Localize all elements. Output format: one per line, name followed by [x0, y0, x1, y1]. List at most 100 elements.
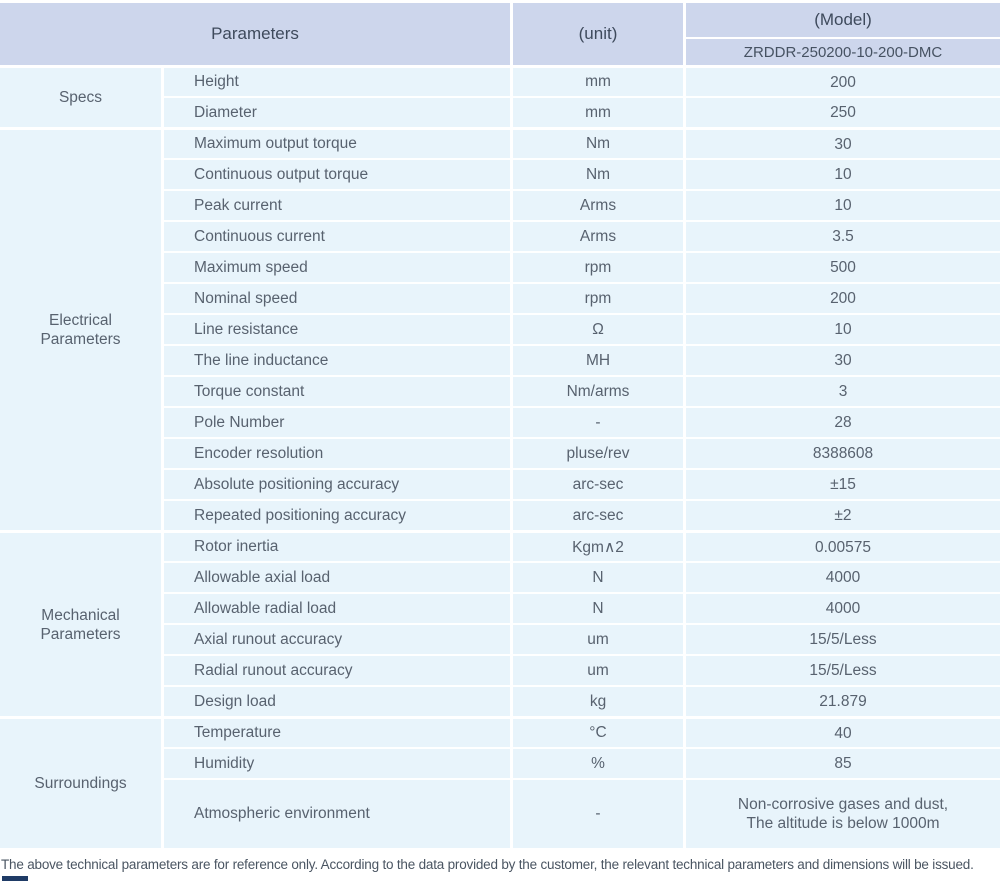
table-row: Design load kg 21.879	[0, 685, 1000, 716]
table-row: Pole Number -28	[0, 406, 1000, 437]
param-value: 30	[686, 127, 1000, 158]
table-row: Specs Height mm 200	[0, 65, 1000, 127]
section-label-mechanical-parameters: Mechanical Parameters	[0, 530, 164, 716]
param-unit: Nm	[513, 158, 686, 189]
table-row: Absolute positioning accuracy arc-sec ±15	[0, 468, 1000, 499]
table-row: Allowable axial load N 4000	[0, 561, 1000, 592]
table-row: Axial runout accuracy um 15/5/Less	[0, 623, 1000, 654]
param-value: 500	[686, 251, 1000, 282]
param-value: 0.00575	[686, 530, 1000, 561]
section-label-surroundings: Surroundings	[0, 716, 164, 848]
param-name: Absolute positioning accuracy	[164, 468, 513, 499]
param-name: Allowable radial load	[164, 592, 513, 623]
table-row: Maximum speed rpm 500	[0, 251, 1000, 282]
param-unit: N	[513, 592, 686, 623]
table-row: Repeated positioning accuracy arc-sec ±2	[0, 499, 1000, 530]
param-value: 15/5/Less	[686, 623, 1000, 654]
table-row: Encoder resolution pluse/rev 8388608	[0, 437, 1000, 468]
param-name: Line resistance	[164, 313, 513, 344]
param-name: Repeated positioning accuracy	[164, 499, 513, 530]
param-unit: rpm	[513, 251, 686, 282]
param-name: The line inductance	[164, 344, 513, 375]
param-name: Peak current	[164, 189, 513, 220]
table-row: Continuous current Arms 3.5	[0, 220, 1000, 251]
table-row: Humidity% 85	[0, 747, 1000, 778]
table-row: Atmospheric environment - Non-corrosive ga…	[0, 778, 1000, 848]
param-name: Rotor inertia	[164, 530, 513, 561]
param-value: 15/5/Less	[686, 654, 1000, 685]
param-unit: arc-sec	[513, 499, 686, 530]
param-value: 200	[686, 65, 1000, 96]
param-value: 10	[686, 158, 1000, 189]
param-name: Temperature	[164, 716, 513, 747]
table-row: Radial runout accuracy um 15/5/Less	[0, 654, 1000, 685]
param-value: 3	[686, 375, 1000, 406]
spec-table: Parameters (unit) (Model) ZRDDR-250200-1…	[0, 3, 1000, 848]
table-row: Surroundings Temperature °C 40	[0, 716, 1000, 848]
param-unit: -	[513, 406, 686, 437]
param-value: 21.879	[686, 685, 1000, 716]
param-name: Diameter	[164, 96, 513, 127]
param-value: 10	[686, 313, 1000, 344]
param-unit: um	[513, 623, 686, 654]
corner-mark	[2, 876, 28, 881]
spec-table-body: Specs Height mm 200 Diameter mm 250 Electrical …	[0, 65, 1000, 848]
param-unit: arc-sec	[513, 468, 686, 499]
param-unit: kg	[513, 685, 686, 716]
table-row: Peak current Arms 10	[0, 189, 1000, 220]
table-row: Line resistance Ω 10	[0, 313, 1000, 344]
spec-table-header: Parameters (unit) (Model) ZRDDR-250200-1…	[0, 3, 1000, 65]
param-name: Torque constant	[164, 375, 513, 406]
param-name: Height	[164, 65, 513, 96]
param-name: Continuous output torque	[164, 158, 513, 189]
param-name: Radial runout accuracy	[164, 654, 513, 685]
param-value: 200	[686, 282, 1000, 313]
param-unit: Nm/arms	[513, 375, 686, 406]
param-name: Axial runout accuracy	[164, 623, 513, 654]
param-value: ±2	[686, 499, 1000, 530]
header-model: (Model)	[686, 3, 1000, 37]
param-unit: pluse/rev	[513, 437, 686, 468]
param-value: 4000	[686, 592, 1000, 623]
param-name: Atmospheric environment	[164, 778, 513, 848]
section-label-electrical-parameters: Electrical Parameters	[0, 127, 164, 530]
param-unit: mm	[513, 96, 686, 127]
section-label-specs: Specs	[0, 65, 164, 127]
param-value: ±15	[686, 468, 1000, 499]
param-unit: Ω	[513, 313, 686, 344]
table-row: Diameter mm 250	[0, 96, 1000, 127]
param-name: Nominal speed	[164, 282, 513, 313]
param-unit: N	[513, 561, 686, 592]
param-value: 4000	[686, 561, 1000, 592]
param-value: 3.5	[686, 220, 1000, 251]
param-name: Encoder resolution	[164, 437, 513, 468]
param-name: Pole Number	[164, 406, 513, 437]
param-unit: mm	[513, 65, 686, 96]
header-parameters: Parameters	[0, 3, 513, 65]
param-name: Maximum speed	[164, 251, 513, 282]
header-model-value: ZRDDR-250200-10-200-DMC	[686, 37, 1000, 65]
param-unit: Kgm∧2	[513, 530, 686, 561]
table-row: Electrical Parameters Maximum output torq…	[0, 127, 1000, 530]
param-value: 8388608	[686, 437, 1000, 468]
param-name: Continuous current	[164, 220, 513, 251]
table-row: Mechanical Parameters Rotor inertia Kgm∧2 0…	[0, 530, 1000, 716]
table-row: Nominal speed rpm 200	[0, 282, 1000, 313]
param-name: Allowable axial load	[164, 561, 513, 592]
param-unit: MH	[513, 344, 686, 375]
param-unit: Arms	[513, 189, 686, 220]
param-value: 10	[686, 189, 1000, 220]
param-value: Non-corrosive gases and dust, The altitu…	[686, 778, 1000, 848]
param-unit: °C	[513, 716, 686, 747]
param-name: Humidity	[164, 747, 513, 778]
param-name: Design load	[164, 685, 513, 716]
param-value: 250	[686, 96, 1000, 127]
param-unit: um	[513, 654, 686, 685]
param-unit: -	[513, 778, 686, 848]
param-unit: rpm	[513, 282, 686, 313]
param-unit: %	[513, 747, 686, 778]
param-value: 28	[686, 406, 1000, 437]
param-value: 85	[686, 747, 1000, 778]
table-row: The line inductance MH 30	[0, 344, 1000, 375]
